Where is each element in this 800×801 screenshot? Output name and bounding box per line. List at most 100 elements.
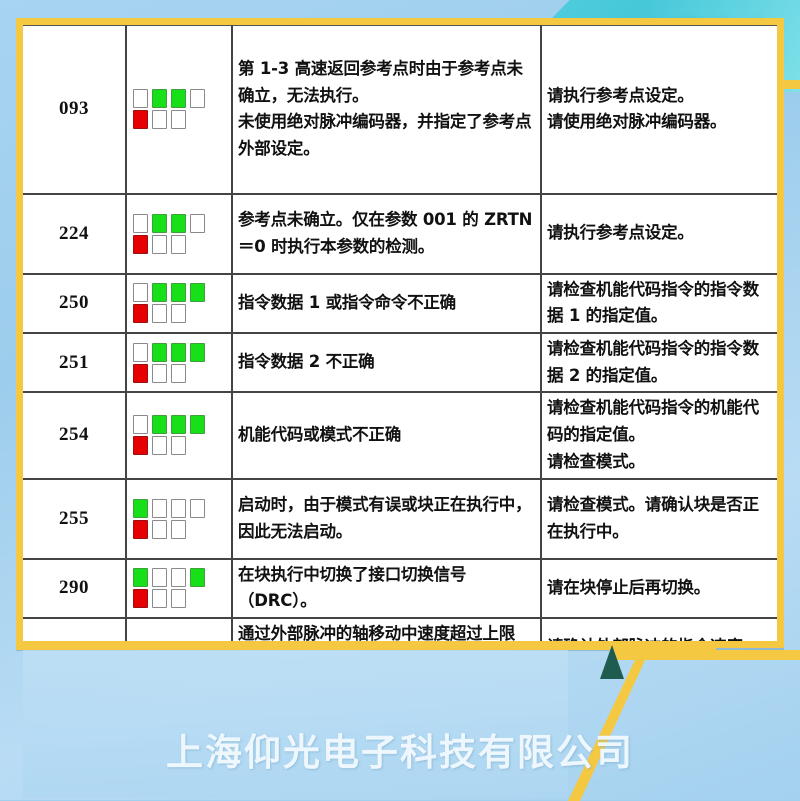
company-watermark: 上海仰光电子科技有限公司 <box>166 731 634 774</box>
led-off-icon <box>171 363 186 383</box>
alarm-code-cell: 224 <box>23 192 127 274</box>
led-off-icon <box>190 89 205 109</box>
led-indicator-cell <box>126 391 233 480</box>
led-indicator-cell <box>126 616 233 641</box>
led-off-icon <box>152 589 167 609</box>
led-green-icon <box>152 89 167 109</box>
led-green-icon <box>190 283 205 303</box>
alarm-description-cell: 通过外部脉冲的轴移动中速度超过上限值。仅在参数 001 的 EPEXA＝1 时执… <box>232 616 542 641</box>
alarm-remedy-cell: 请确认外部脉冲的指令速度。请确认外部脉冲的倍率（参数 062、063）。 <box>541 616 777 641</box>
decorative-triangle-icon <box>600 645 624 679</box>
alarm-description-cell: 指令数据 2 不正确 <box>232 331 542 393</box>
alarm-code-cell: 093 <box>23 25 127 194</box>
led-off-icon <box>190 213 205 233</box>
alarm-code-cell: 254 <box>23 391 127 480</box>
alarm-description-cell: 第 1-3 高速返回参考点时由于参考点未确立，无法执行。 未使用绝对脉冲编码器，并… <box>232 25 542 194</box>
led-off-icon <box>133 415 148 435</box>
led-green-icon <box>190 568 205 588</box>
led-green-icon <box>190 415 205 435</box>
led-green-icon <box>133 498 148 518</box>
alarm-description-cell: 参考点未确立。仅在参数 001 的 ZRTN＝0 时执行本参数的检测。 <box>232 192 542 274</box>
led-red-icon <box>133 436 148 456</box>
led-row <box>133 283 229 303</box>
led-off-icon <box>171 304 186 324</box>
alarm-code-cell: 290 <box>23 557 127 619</box>
led-red-icon <box>133 589 148 609</box>
alarm-remedy-cell: 请检查机能代码指令的指令数据 1 的指定值。 <box>541 272 777 334</box>
alarm-code-cell: 255 <box>23 477 127 560</box>
led-row <box>133 342 229 362</box>
led-green-icon <box>190 342 205 362</box>
led-indicator-cell <box>126 331 233 393</box>
led-row <box>133 213 229 233</box>
led-off-icon <box>171 436 186 456</box>
led-row <box>133 519 229 539</box>
alarm-remedy-cell: 请检查机能代码指令的机能代码的指定值。 请检查模式。 <box>541 391 777 480</box>
led-green-icon <box>171 415 186 435</box>
led-off-icon <box>152 110 167 130</box>
led-red-icon <box>133 363 148 383</box>
led-off-icon <box>190 498 205 518</box>
led-row <box>133 304 229 324</box>
led-row <box>133 234 229 254</box>
alarm-table-body: 093 第 1-3 高速返回参考点时由于参考点未确立，无法执行。 未使用绝对脉冲编码… <box>23 25 777 641</box>
alarm-code-cell: 250 <box>23 272 127 334</box>
led-off-icon <box>133 283 148 303</box>
led-green-icon <box>133 568 148 588</box>
led-off-icon <box>152 498 167 518</box>
alarm-description-cell: 在块执行中切换了接口切换信号（DRC）。 <box>232 557 542 619</box>
alarm-remedy-cell: 请检查机能代码指令的指令数据 2 的指定值。 <box>541 331 777 393</box>
led-off-icon <box>171 110 186 130</box>
document-frame: 093 第 1-3 高速返回参考点时由于参考点未确立，无法执行。 未使用绝对脉冲编码… <box>16 18 784 648</box>
decorative-inner-panel <box>23 650 568 798</box>
alarm-description-cell: 机能代码或模式不正确 <box>232 391 542 480</box>
alarm-remedy-cell: 请在块停止后再切换。 <box>541 557 777 619</box>
led-red-icon <box>133 110 148 130</box>
led-off-icon <box>133 89 148 109</box>
led-row <box>133 89 229 109</box>
led-off-icon <box>152 234 167 254</box>
table-row: 250 指令数据 1 或指令命令不正确 请检查机能代码指令的指令数据 1 的指定值。 <box>23 272 777 334</box>
led-green-icon <box>171 89 186 109</box>
led-row <box>133 589 229 609</box>
led-row <box>133 363 229 383</box>
led-off-icon <box>133 342 148 362</box>
led-indicator-cell <box>126 192 233 274</box>
alarm-code-cell: 251 <box>23 331 127 393</box>
led-off-icon <box>171 589 186 609</box>
alarm-code-cell: 291 <box>23 616 127 641</box>
alarm-remedy-cell: 请执行参考点设定。 请使用绝对脉冲编码器。 <box>541 25 777 194</box>
led-green-icon <box>152 213 167 233</box>
led-green-icon <box>171 342 186 362</box>
led-row <box>133 110 229 130</box>
table-row: 290 在块执行中切换了接口切换信号（DRC）。 请在块停止后再切换。 <box>23 557 777 619</box>
table-row: 254 机能代码或模式不正确 请检查机能代码指令的机能代码的指定值。 请检查模式。 <box>23 391 777 480</box>
led-off-icon <box>171 498 186 518</box>
led-green-icon <box>152 415 167 435</box>
led-off-icon <box>171 568 186 588</box>
led-row <box>133 498 229 518</box>
table-row: 093 第 1-3 高速返回参考点时由于参考点未确立，无法执行。 未使用绝对脉冲编码… <box>23 25 777 194</box>
led-indicator-cell <box>126 477 233 560</box>
alarm-code-table: 093 第 1-3 高速返回参考点时由于参考点未确立，无法执行。 未使用绝对脉冲编码… <box>23 25 777 641</box>
led-red-icon <box>133 519 148 539</box>
led-off-icon <box>152 568 167 588</box>
led-off-icon <box>171 519 186 539</box>
led-green-icon <box>152 283 167 303</box>
led-off-icon <box>152 519 167 539</box>
table-row: 224 参考点未确立。仅在参数 001 的 ZRTN＝0 时执行本参数的检测。 请执… <box>23 192 777 274</box>
alarm-remedy-cell: 请检查模式。请确认块是否正在执行中。 <box>541 477 777 560</box>
led-off-icon <box>152 304 167 324</box>
led-green-icon <box>171 213 186 233</box>
led-green-icon <box>152 342 167 362</box>
led-green-icon <box>171 283 186 303</box>
led-off-icon <box>152 436 167 456</box>
decorative-bottom-bar <box>16 641 716 650</box>
led-indicator-cell <box>126 272 233 334</box>
alarm-description-cell: 启动时，由于模式有误或块正在执行中，因此无法启动。 <box>232 477 542 560</box>
table-row: 251 指令数据 2 不正确 请检查机能代码指令的指令数据 2 的指定值。 <box>23 331 777 393</box>
led-red-icon <box>133 234 148 254</box>
led-off-icon <box>133 213 148 233</box>
alarm-remedy-cell: 请执行参考点设定。 <box>541 192 777 274</box>
led-row <box>133 436 229 456</box>
